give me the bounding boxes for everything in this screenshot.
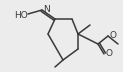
- Text: O: O: [105, 49, 112, 58]
- Text: HO: HO: [14, 11, 28, 20]
- Text: O: O: [109, 32, 116, 40]
- Text: N: N: [43, 5, 50, 14]
